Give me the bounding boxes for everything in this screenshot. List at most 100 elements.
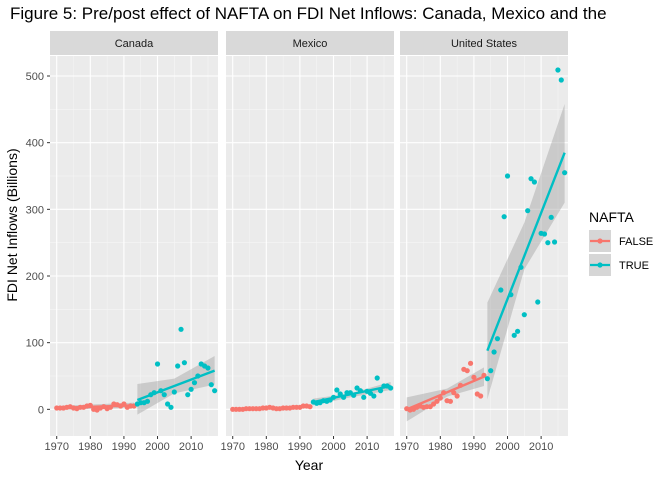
- data-point-true: [361, 394, 367, 400]
- legend-label: TRUE: [619, 260, 649, 272]
- data-point-true: [535, 299, 541, 305]
- facet-strip: [50, 31, 218, 55]
- facet-strip-label: Mexico: [293, 38, 328, 50]
- legend-title: NAFTA: [589, 209, 635, 225]
- data-point-true: [181, 360, 187, 366]
- data-point-true: [501, 214, 507, 220]
- chart-title: Figure 5: Pre/post effect of NAFTA on FD…: [10, 4, 607, 23]
- data-point-false: [434, 398, 440, 404]
- data-point-false: [478, 393, 484, 399]
- data-point-true: [548, 214, 554, 220]
- facet-panel-canada: Canada 1970 1980 1990 2000 2010: [44, 31, 218, 453]
- data-point-false: [447, 398, 453, 404]
- data-point-false: [451, 390, 457, 396]
- x-tick-label: 2000: [321, 441, 345, 453]
- data-point-false: [464, 368, 470, 374]
- facet-strip: [400, 31, 568, 55]
- legend-entry-true: TRUE: [589, 254, 649, 276]
- data-point-true: [154, 361, 161, 367]
- data-point-true: [334, 387, 340, 393]
- y-axis-title: FDI Net Inflows (Billions): [4, 148, 20, 301]
- x-axis-title: Year: [295, 457, 324, 473]
- data-point-true: [165, 401, 171, 407]
- data-point-true: [208, 382, 214, 388]
- legend-key-point: [597, 238, 603, 244]
- legend: NAFTA FALSE TRUE: [589, 209, 653, 276]
- fit-line-true: [313, 384, 391, 404]
- fit-line-false: [56, 404, 135, 410]
- gridlines: [226, 56, 394, 436]
- data-point-true: [494, 336, 501, 342]
- gridlines: [400, 56, 568, 436]
- y-tick-label: 500: [26, 71, 44, 83]
- panel-background: [400, 56, 568, 436]
- data-point-true: [178, 326, 184, 332]
- data-point-true: [504, 173, 511, 179]
- x-tick-label: 1970: [44, 441, 68, 453]
- data-point-true: [171, 389, 177, 395]
- data-point-true: [371, 393, 377, 399]
- y-tick-label: 200: [26, 271, 44, 283]
- fit-line-true: [136, 369, 216, 402]
- data-point-true: [205, 365, 211, 371]
- data-point-true: [488, 368, 494, 374]
- data-point-true: [525, 208, 531, 214]
- data-point-false: [471, 374, 477, 380]
- x-tick-label: 1990: [462, 441, 486, 453]
- data-point-true: [515, 328, 521, 334]
- y-tick-label: 100: [26, 338, 44, 350]
- y-tick-label: 0: [38, 404, 44, 416]
- data-point-true: [191, 380, 198, 386]
- data-point-true: [531, 179, 538, 185]
- x-tick-label: 2000: [495, 441, 519, 453]
- data-point-false: [467, 360, 474, 366]
- legend-entry-false: FALSE: [589, 230, 653, 252]
- data-point-true: [555, 67, 561, 73]
- data-point-true: [521, 312, 527, 318]
- data-point-true: [175, 363, 181, 369]
- data-point-true: [144, 398, 151, 404]
- y-tick-label: 400: [26, 138, 44, 150]
- data-point-true: [374, 375, 380, 381]
- data-point-true: [491, 349, 497, 355]
- legend-key-point: [597, 262, 603, 268]
- data-point-true: [562, 170, 568, 176]
- data-point-false: [454, 393, 460, 399]
- facet-panel-united-states: United States 1970 1980 1990 2000 2010: [394, 31, 568, 453]
- data-point-true: [528, 176, 534, 182]
- data-point-true: [212, 388, 218, 394]
- facet-strip-label: Canada: [115, 38, 154, 50]
- facet-strip: [226, 31, 394, 55]
- x-tick-label: 2010: [355, 441, 379, 453]
- facet-strip-label: United States: [451, 38, 518, 50]
- fit-line-false: [232, 405, 311, 411]
- fit-line-false: [406, 375, 485, 411]
- data-point-true: [545, 240, 551, 246]
- x-tick-label: 1970: [394, 441, 418, 453]
- data-point-true: [484, 376, 490, 382]
- x-tick-label: 1970: [220, 441, 244, 453]
- data-point-true: [161, 392, 167, 398]
- x-tick-label: 2000: [145, 441, 169, 453]
- x-tick-label: 1990: [288, 441, 312, 453]
- fit-line-true: [486, 152, 566, 352]
- x-tick-label: 2010: [179, 441, 203, 453]
- data-point-true: [558, 77, 564, 83]
- legend-label: FALSE: [619, 236, 653, 248]
- data-point-true: [511, 332, 517, 338]
- x-tick-label: 1980: [78, 441, 102, 453]
- facet-panels: Canada 1970 1980 1990 2000 2010 Mexico 1970 1980…: [44, 31, 568, 453]
- data-point-true: [551, 239, 558, 245]
- data-point-true: [185, 392, 191, 398]
- y-tick-label: 300: [26, 204, 44, 216]
- x-tick-label: 2010: [529, 441, 553, 453]
- data-point-true: [168, 404, 174, 410]
- x-tick-label: 1980: [254, 441, 278, 453]
- panel-background: [50, 56, 218, 436]
- x-tick-label: 1980: [428, 441, 452, 453]
- y-axis: 0 100 200 300 400 500: [26, 71, 50, 416]
- data-point-true: [188, 386, 194, 392]
- facet-panel-mexico: Mexico 1970 1980 1990 2000 2010: [220, 31, 394, 453]
- data-point-true: [498, 287, 504, 293]
